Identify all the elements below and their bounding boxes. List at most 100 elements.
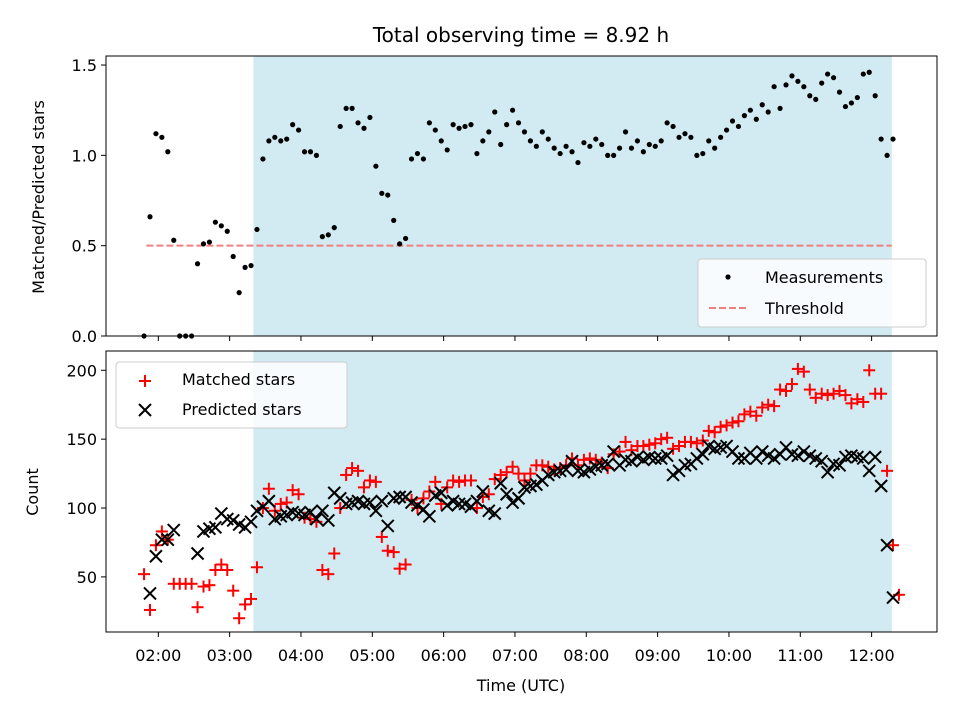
matched-star-point [839,389,852,402]
measurement-point [581,140,587,146]
measurement-point [605,152,611,158]
predicted-star-point [666,468,680,482]
matched-star-point [464,474,477,487]
measurement-point [712,145,718,151]
measurement-point [813,96,819,102]
matched-star-point [851,393,864,406]
measurement-point [367,114,373,121]
predicted-star-point [624,454,639,468]
measurement-point [492,109,498,115]
matched-star-point [797,365,810,378]
bottom-y-tick-label: 200 [66,361,97,380]
matched-star-point [708,426,721,439]
x-axis-label: Time (UTC) [476,676,565,695]
legend-predicted-label: Predicted stars [182,400,302,419]
matched-star-point [197,580,210,593]
measurement-point [884,152,890,158]
measurement-point [444,147,450,153]
predicted-star-point [208,520,223,535]
matched-star-point [138,568,151,581]
predicted-star-point [309,512,324,526]
measurement-point [290,122,296,128]
measurement-point [307,149,314,155]
x-tick-label: 02:00 [135,646,181,665]
measurement-point [313,152,320,158]
matched-star-point [512,467,525,480]
matched-star-point [738,408,751,421]
measurement-point [284,136,290,142]
matched-star-point [821,389,834,402]
predicted-star-point [797,444,811,459]
predicted-star-point [648,451,662,466]
measurement-point [765,109,771,115]
measurement-point [397,241,403,247]
measurement-point [355,120,361,126]
measurement-point [658,138,664,144]
top-legend: Measurements Threshold [697,258,927,328]
measurement-point [741,113,748,119]
measurement-point [153,131,159,137]
matched-star-point [185,577,198,590]
measurement-point [325,232,331,238]
measurement-point [771,84,777,90]
measurement-point [509,107,516,113]
measurement-point [402,235,409,242]
matched-star-point [369,475,382,488]
predicted-star-point [190,546,205,561]
x-tick-label: 08:00 [563,646,609,665]
predicted-star-point [868,450,882,464]
measurement-point [200,241,207,247]
top-y-tick-label: 0.0 [72,327,97,346]
predicted-star-point [315,504,330,518]
top-legend-box [697,258,927,328]
measurement-point [224,228,230,234]
matched-star-point [346,462,359,475]
measurement-point [337,123,343,130]
matched-star-point [643,438,656,451]
matched-star-point [720,419,733,432]
bottom-legend-box [115,361,348,429]
measurement-point [819,80,825,86]
predicted-star-point [856,451,870,466]
predicted-star-point [369,504,383,518]
measurement-point [694,152,700,158]
measurement-point [854,94,860,101]
measurement-point [331,225,337,231]
matched-star-point [453,475,466,488]
predicted-star-point [488,506,502,521]
bottom-panel: 50 100 150 200 02:00 03:00 04:00 05:00 06:00 07:0… [66,350,938,665]
x-tick-label: 04:00 [278,646,324,665]
matched-star-point [476,491,489,504]
predicted-star-point [886,590,900,605]
measurement-point [801,84,807,90]
matched-star-point [340,468,353,481]
predicted-star-point [791,448,805,463]
predicted-star-point [559,462,573,477]
predicted-star-point [476,484,490,499]
predicted-star-point [381,519,395,533]
measurement-point [664,120,670,126]
predicted-star-point [143,586,157,601]
measurement-point [515,120,522,126]
measurement-point [777,105,783,111]
measurement-point [575,159,581,166]
matched-star-point [227,584,240,597]
predicted-star-point [375,494,389,508]
predicted-star-point [755,444,769,459]
predicted-star-point [321,513,336,528]
matched-star-point [726,416,739,429]
matched-star-point [233,612,246,625]
measurement-point [688,134,694,140]
measurement-point [533,143,539,149]
measurement-point [616,145,623,151]
matched-star-point [583,452,596,465]
x-tick-label: 05:00 [349,646,395,665]
matched-star-point [661,431,674,444]
matched-star-point [785,378,798,391]
measurement-point [735,123,742,130]
measurement-point [462,123,468,130]
matched-star-point [494,468,507,481]
predicted-star-point [880,538,894,552]
measurement-point [789,73,795,79]
